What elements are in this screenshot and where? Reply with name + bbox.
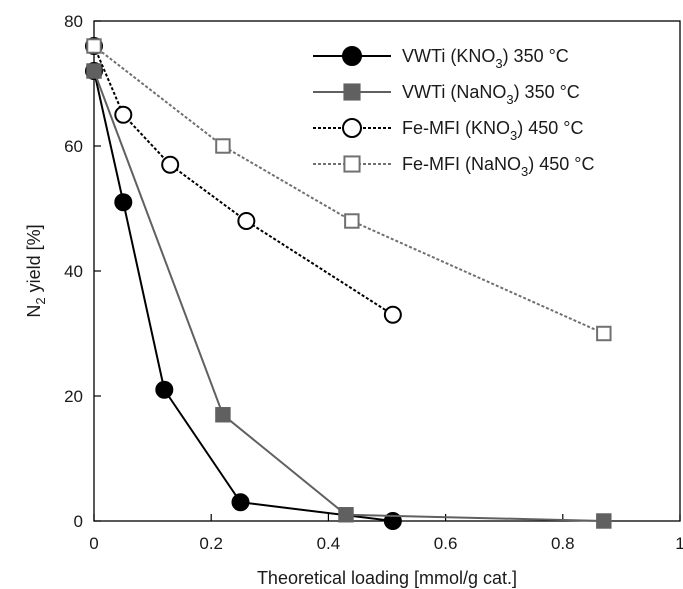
series-4 xyxy=(86,38,612,342)
data-point xyxy=(596,513,612,529)
y-tick-label: 60 xyxy=(64,137,83,156)
y-tick-label: 40 xyxy=(64,262,83,281)
series-line xyxy=(93,45,394,316)
legend-label: VWTi (KNO3) 350 °C xyxy=(402,46,569,71)
legend-label-sub: 3 xyxy=(521,164,528,179)
legend-entry-4: Fe-MFI (NaNO3) 450 °C xyxy=(313,154,594,179)
data-point xyxy=(155,380,174,399)
data-point xyxy=(114,193,133,212)
data-point xyxy=(114,105,133,124)
data-point xyxy=(596,325,612,342)
legend-marker xyxy=(342,46,362,66)
legend-label: VWTi (NaNO3) 350 °C xyxy=(402,82,580,107)
series-line xyxy=(93,70,393,522)
x-tick-label: 0.4 xyxy=(317,534,341,553)
legend-label-text: ) 450 °C xyxy=(517,118,583,138)
legend-label-text: VWTi (KNO xyxy=(402,46,495,66)
plot-frame xyxy=(93,20,681,522)
legend-label-text: VWTi (NaNO xyxy=(402,82,506,102)
data-point xyxy=(215,138,231,154)
y-axis-title-rest: yield [%] xyxy=(24,224,44,297)
series-3 xyxy=(85,37,402,324)
x-axis-title: Theoretical loading [mmol/g cat.] xyxy=(257,568,517,588)
x-tick-label: 0.2 xyxy=(199,534,223,553)
y-axis-title: N2 yield [%] xyxy=(24,224,48,317)
legend-entry-3: Fe-MFI (KNO3) 450 °C xyxy=(313,118,583,143)
legend-label: Fe-MFI (NaNO3) 450 °C xyxy=(402,154,594,179)
y-tick-label: 20 xyxy=(64,387,83,406)
data-point xyxy=(344,213,360,229)
x-tick-label: 1 xyxy=(675,534,683,553)
data-point xyxy=(86,63,102,79)
legend-label-sub: 3 xyxy=(506,92,513,107)
data-point xyxy=(161,155,180,174)
legend-entry-2: VWTi (NaNO3) 350 °C xyxy=(313,82,580,107)
y-axis-title-main: N xyxy=(24,305,44,318)
data-point xyxy=(86,38,102,54)
x-tick-label: 0 xyxy=(89,534,98,553)
data-point xyxy=(338,507,354,523)
x-tick-label: 0.8 xyxy=(551,534,575,553)
y-tick-label: 80 xyxy=(64,12,83,31)
legend-label-text: ) 350 °C xyxy=(503,46,569,66)
legend-label-text: ) 350 °C xyxy=(514,82,580,102)
legend-marker xyxy=(342,118,362,138)
y-tick-label: 0 xyxy=(74,512,83,531)
series-line xyxy=(93,45,605,335)
series-2 xyxy=(86,63,612,529)
data-point xyxy=(383,512,402,530)
y-axis-title-sub: 2 xyxy=(33,297,48,304)
x-tick-label: 0.6 xyxy=(434,534,458,553)
legend-marker xyxy=(343,155,361,173)
legend-entry-1: VWTi (KNO3) 350 °C xyxy=(313,46,569,71)
data-point xyxy=(237,212,256,230)
legend-marker xyxy=(343,83,361,101)
legend-label-sub: 3 xyxy=(495,56,502,71)
series-layer xyxy=(85,37,612,530)
series-line xyxy=(93,70,604,522)
axes: 0 0.2 0.4 0.6 0.8 1 0 20 40 60 80 xyxy=(64,12,683,553)
legend-label-text: Fe-MFI (NaNO xyxy=(402,154,521,174)
data-point xyxy=(383,305,402,324)
legend-label-text: Fe-MFI (KNO xyxy=(402,118,510,138)
data-point xyxy=(231,493,250,512)
data-point xyxy=(215,407,231,423)
legend-label: Fe-MFI (KNO3) 450 °C xyxy=(402,118,583,143)
legend-label-text: ) 450 °C xyxy=(528,154,594,174)
legend-label-sub: 3 xyxy=(510,128,517,143)
